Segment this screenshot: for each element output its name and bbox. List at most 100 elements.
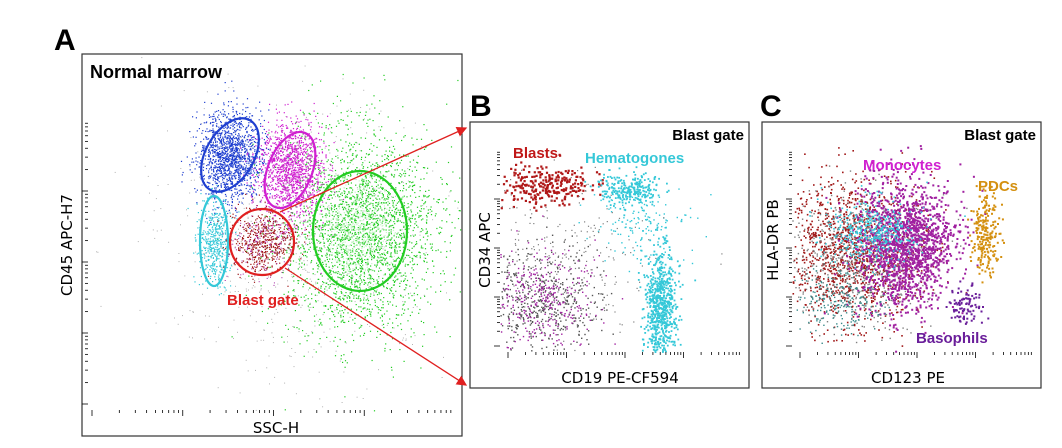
event-dot xyxy=(376,154,378,156)
event-dot xyxy=(242,203,244,205)
event-dot xyxy=(337,298,339,300)
event-dot xyxy=(351,210,353,212)
event-dot xyxy=(350,175,352,177)
event-dot xyxy=(389,274,391,276)
event-dot xyxy=(343,208,345,210)
event-dot xyxy=(376,165,378,167)
event-dot xyxy=(359,188,361,190)
event-dot xyxy=(374,175,376,177)
event-dot xyxy=(305,201,307,203)
event-dot xyxy=(418,215,420,217)
event-dot xyxy=(366,254,368,256)
event-dot xyxy=(367,192,369,194)
event-dot xyxy=(412,159,415,161)
event-dot xyxy=(392,202,394,204)
event-dot xyxy=(239,392,241,394)
event-dot xyxy=(316,271,319,273)
event-dot xyxy=(258,119,260,121)
event-dot xyxy=(356,309,358,311)
event-dot xyxy=(306,221,308,223)
event-dot xyxy=(375,235,377,237)
event-dot xyxy=(237,198,239,200)
event-dot xyxy=(350,127,352,129)
event-dot xyxy=(219,170,221,172)
event-dot xyxy=(266,135,268,137)
event-dot xyxy=(367,259,369,261)
event-dot xyxy=(202,164,204,165)
event-dot xyxy=(376,259,378,261)
event-dot xyxy=(319,258,321,260)
event-dot xyxy=(282,195,284,196)
event-dot xyxy=(341,229,343,231)
event-dot xyxy=(356,224,358,226)
event-dot xyxy=(366,315,368,317)
event-dot xyxy=(393,200,395,202)
event-dot xyxy=(258,236,260,238)
event-dot xyxy=(434,215,436,217)
event-dot xyxy=(377,202,379,205)
event-dot xyxy=(344,235,346,237)
event-dot xyxy=(317,268,319,270)
event-dot xyxy=(368,210,370,212)
event-dot xyxy=(315,301,317,303)
event-dot xyxy=(234,175,236,177)
event-dot xyxy=(357,248,359,249)
event-dot xyxy=(235,130,237,132)
event-dot xyxy=(377,243,379,245)
event-dot xyxy=(316,265,319,267)
event-dot xyxy=(419,257,421,259)
event-dot xyxy=(305,164,307,166)
event-dot xyxy=(440,284,442,286)
event-dot xyxy=(390,366,393,368)
event-dot xyxy=(222,166,224,168)
event-dot xyxy=(366,388,368,390)
event-dot xyxy=(408,254,410,257)
event-dot xyxy=(224,151,227,153)
event-dot xyxy=(346,229,348,231)
event-dot xyxy=(352,203,354,205)
event-dot xyxy=(195,251,197,253)
event-dot xyxy=(389,349,391,351)
event-dot xyxy=(217,110,220,112)
event-dot xyxy=(232,125,234,128)
event-dot xyxy=(370,214,372,216)
event-dot xyxy=(370,232,373,234)
event-dot xyxy=(260,285,262,287)
event-dot xyxy=(259,221,261,223)
event-dot xyxy=(329,307,332,309)
event-dot xyxy=(240,189,242,191)
event-dot xyxy=(346,178,348,180)
event-dot xyxy=(369,224,372,226)
event-dot xyxy=(259,163,261,165)
event-dot xyxy=(366,104,368,106)
event-dot xyxy=(248,165,250,166)
event-dot xyxy=(268,258,271,261)
event-dot xyxy=(424,201,427,203)
event-dot xyxy=(345,152,347,154)
event-dot xyxy=(363,243,365,245)
event-dot xyxy=(440,251,442,253)
event-dot xyxy=(449,299,451,301)
event-dot xyxy=(399,242,401,244)
event-dot xyxy=(450,281,452,283)
event-dot xyxy=(369,203,371,205)
event-dot xyxy=(365,198,367,200)
event-dot xyxy=(318,371,320,373)
event-dot xyxy=(240,170,242,172)
event-dot xyxy=(348,265,350,267)
event-dot xyxy=(363,279,366,282)
event-dot xyxy=(356,154,358,156)
event-dot xyxy=(362,204,364,206)
event-dot xyxy=(329,174,331,176)
event-dot xyxy=(373,129,375,131)
event-dot xyxy=(329,243,331,245)
event-dot xyxy=(371,185,373,187)
event-dot xyxy=(359,298,361,300)
event-dot xyxy=(358,205,361,207)
event-dot xyxy=(321,213,323,215)
event-dot xyxy=(339,235,341,237)
event-dot xyxy=(378,309,380,311)
event-dot xyxy=(349,150,351,152)
event-dot xyxy=(356,167,358,169)
event-dot xyxy=(213,193,215,195)
